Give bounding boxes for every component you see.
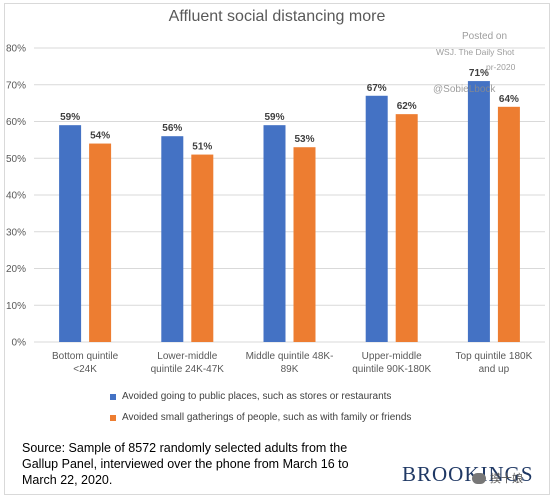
legend-item-public-places: Avoided going to public places, such as … bbox=[110, 391, 391, 402]
x-category-label: 89K bbox=[281, 364, 299, 375]
brookings-logo: BROOKINGS bbox=[402, 462, 534, 486]
data-label: 62% bbox=[397, 101, 417, 112]
bar-small-gatherings bbox=[89, 143, 112, 342]
legend-label: Avoided going to public places, such as … bbox=[122, 391, 392, 402]
data-label: 53% bbox=[294, 134, 314, 145]
legend-label: Avoided small gatherings of people, such… bbox=[122, 412, 412, 423]
x-category-label: quintile 90K-180K bbox=[352, 364, 431, 375]
bar-small-gatherings bbox=[395, 114, 418, 343]
y-tick-label: 60% bbox=[6, 117, 26, 128]
y-tick-label: 70% bbox=[6, 80, 26, 91]
y-tick-label: 50% bbox=[6, 154, 26, 165]
data-label: 71% bbox=[469, 68, 489, 79]
wechat-watermark: 摸十娘 bbox=[472, 470, 523, 486]
bar-small-gatherings bbox=[293, 147, 316, 342]
data-label: 59% bbox=[60, 112, 80, 123]
y-tick-label: 80% bbox=[6, 44, 26, 55]
data-label: 51% bbox=[192, 142, 212, 153]
watermark-handle: @SobieLbock bbox=[433, 84, 496, 95]
watermark-source: WSJ. The Daily Shot bbox=[436, 47, 515, 57]
y-tick-label: 40% bbox=[6, 191, 26, 202]
wechat-label: 摸十娘 bbox=[490, 473, 523, 485]
data-label: 64% bbox=[499, 94, 519, 105]
legend-item-small-gatherings: Avoided small gatherings of people, such… bbox=[110, 412, 411, 423]
y-tick-label: 30% bbox=[6, 227, 26, 238]
bar-small-gatherings bbox=[191, 154, 214, 342]
bar-public-places bbox=[263, 125, 286, 342]
x-category-label: <24K bbox=[73, 364, 97, 375]
y-tick-label: 10% bbox=[6, 301, 26, 312]
legend-swatch-blue bbox=[110, 393, 116, 400]
data-label: 54% bbox=[90, 131, 110, 142]
watermark-date: pr-2020 bbox=[486, 62, 516, 72]
data-label: 59% bbox=[264, 112, 284, 123]
bar-public-places bbox=[467, 81, 490, 342]
x-category-label: quintile 24K-47K bbox=[151, 364, 225, 375]
x-category-label: Middle quintile 48K- bbox=[246, 351, 334, 362]
x-category-label: Upper-middle bbox=[362, 351, 422, 362]
bar-public-places bbox=[161, 136, 184, 342]
x-category-label: Top quintile 180K bbox=[456, 351, 533, 362]
x-category-label: Lower-middle bbox=[157, 351, 217, 362]
source-note: Source: Sample of 8572 randomly selected… bbox=[22, 441, 349, 487]
data-label: 67% bbox=[367, 83, 387, 94]
bar-small-gatherings bbox=[497, 106, 520, 342]
bar-public-places bbox=[365, 95, 388, 343]
y-tick-label: 20% bbox=[6, 264, 26, 275]
y-tick-label: 0% bbox=[12, 338, 27, 349]
legend-swatch-orange bbox=[110, 414, 116, 421]
wechat-icon bbox=[472, 472, 486, 484]
data-label: 56% bbox=[162, 123, 182, 134]
chart-title: Affluent social distancing more bbox=[168, 8, 386, 25]
watermark-posted-on: Posted on bbox=[462, 31, 508, 42]
x-category-label: and up bbox=[479, 364, 510, 375]
bar-public-places bbox=[59, 125, 82, 342]
x-category-label: Bottom quintile bbox=[52, 351, 119, 362]
